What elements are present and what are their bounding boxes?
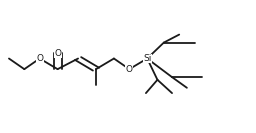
Text: Si: Si xyxy=(143,54,151,63)
Text: O: O xyxy=(54,49,61,58)
Text: O: O xyxy=(36,54,43,63)
Text: O: O xyxy=(126,65,133,74)
